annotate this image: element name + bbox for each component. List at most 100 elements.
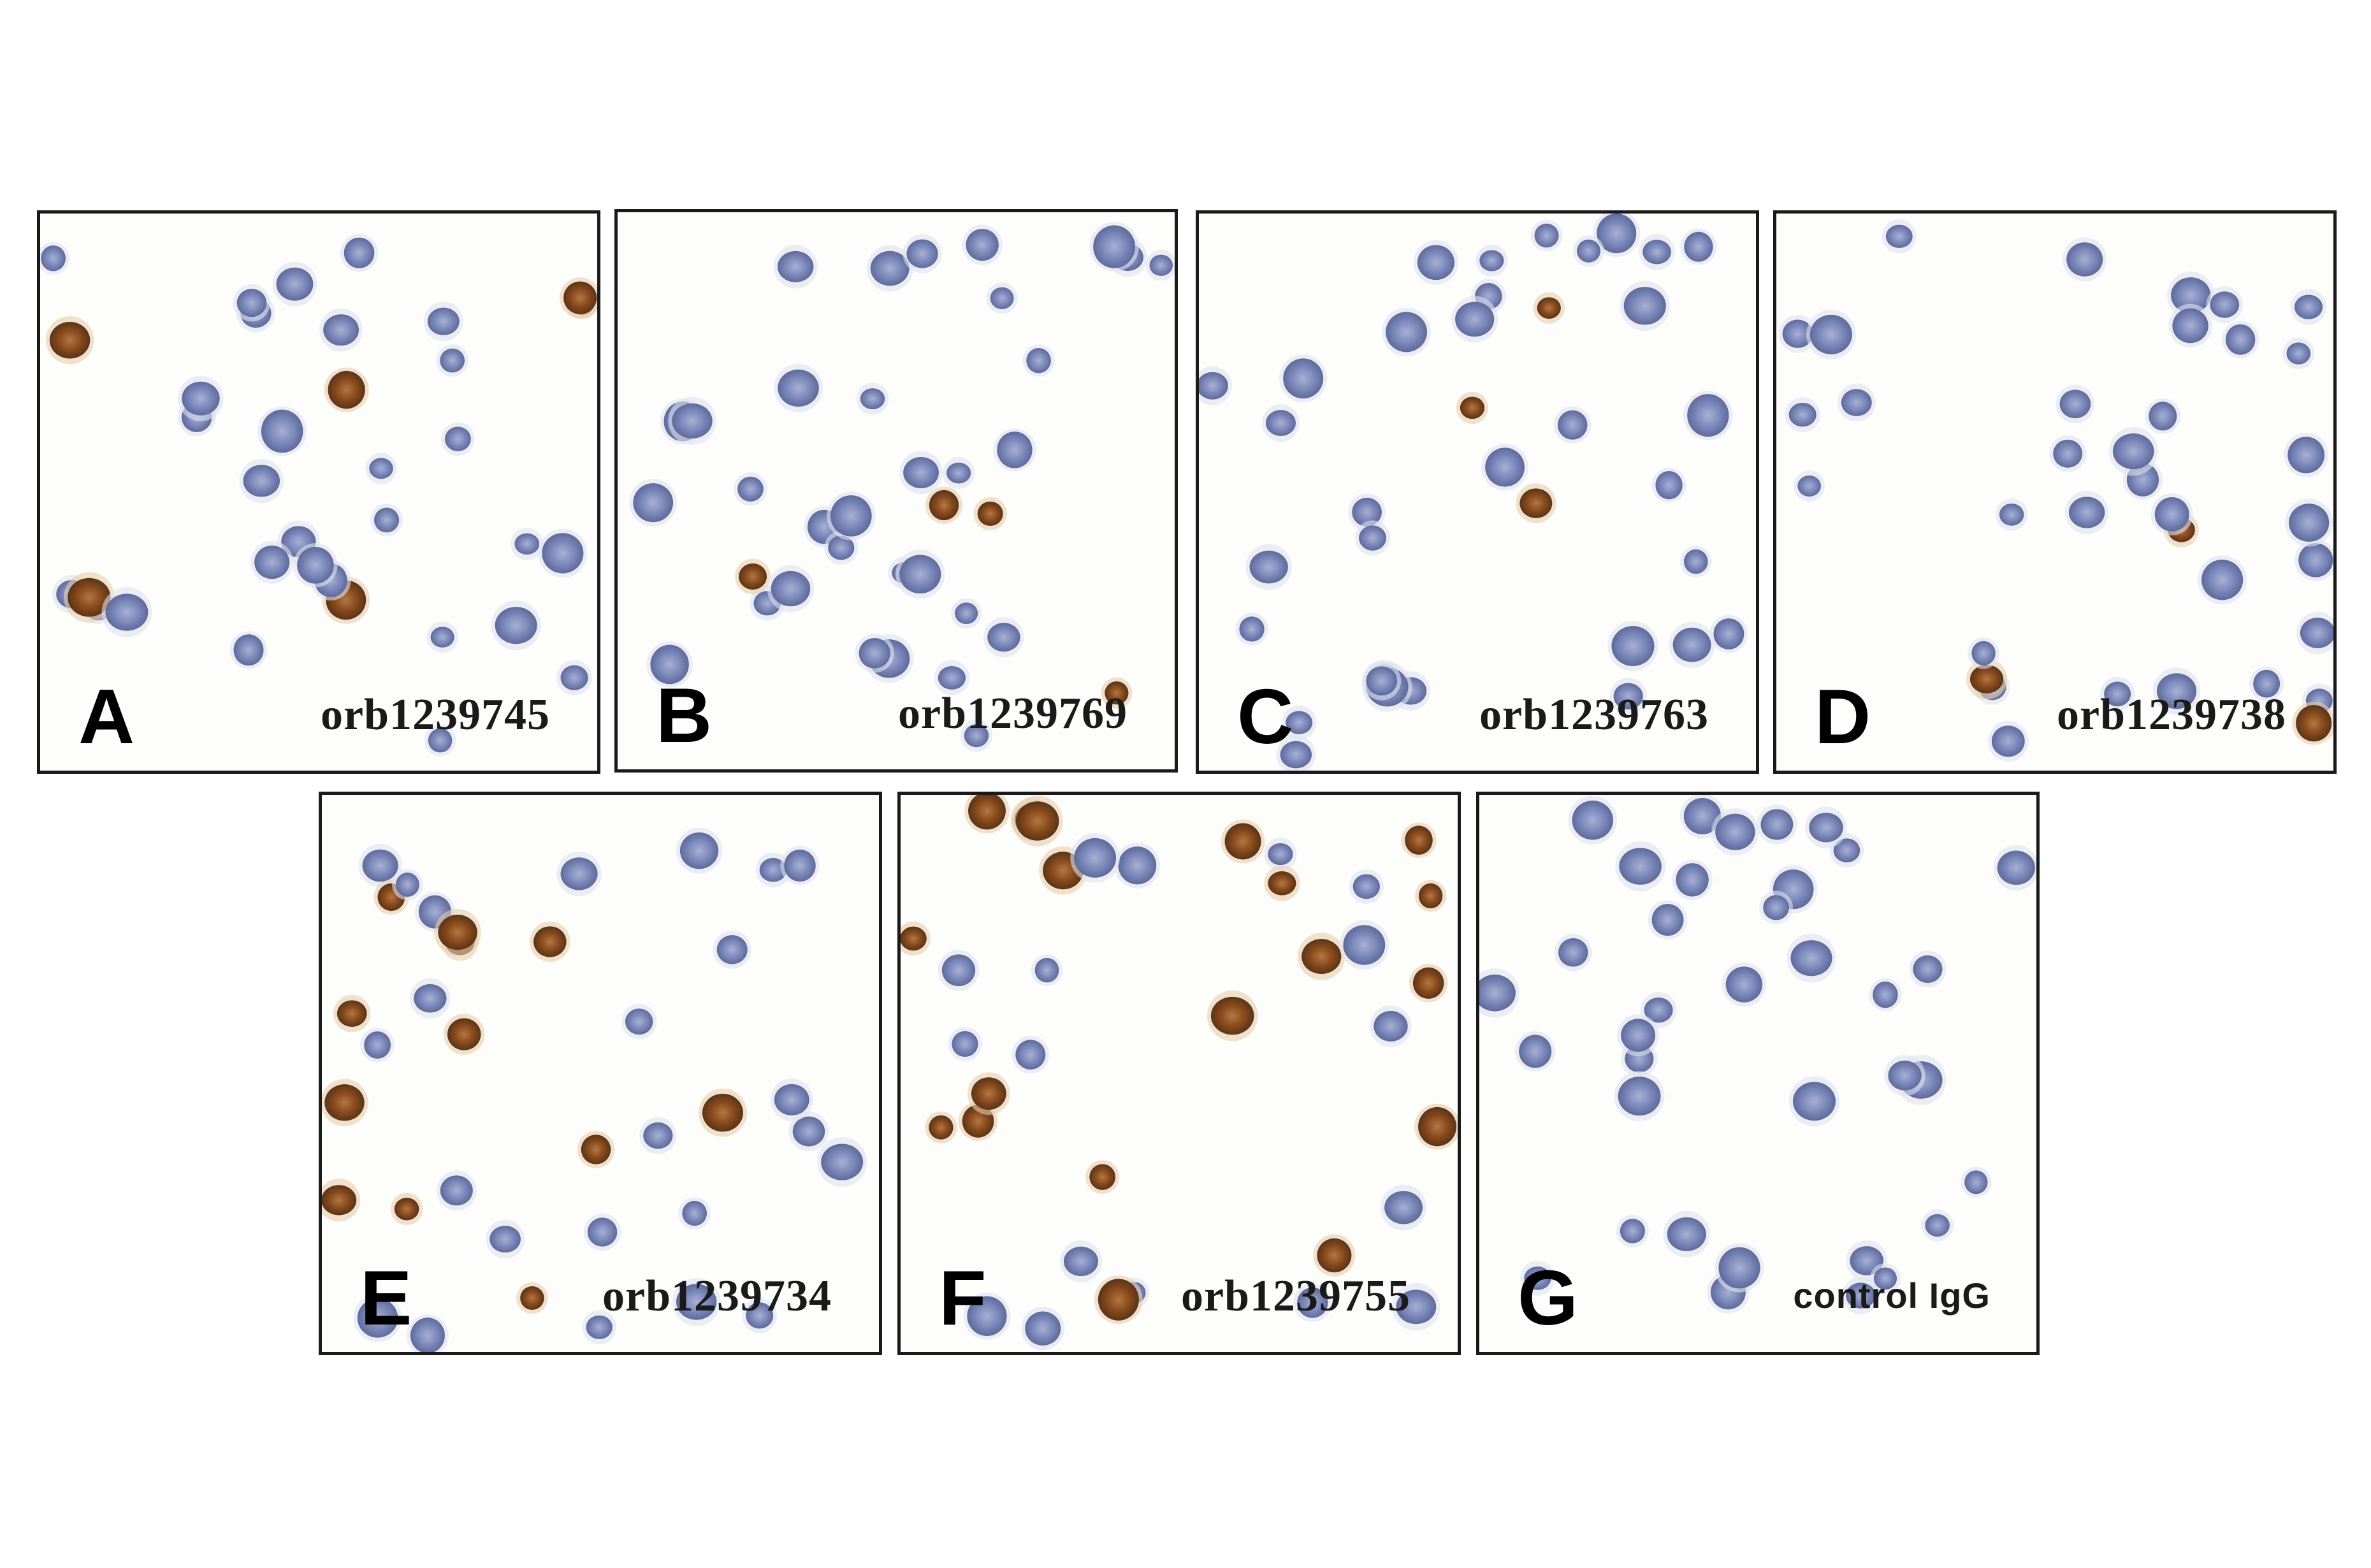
unstained-cell [1619, 848, 1662, 885]
unstained-cell [682, 1201, 707, 1226]
unstained-cell [1026, 347, 1051, 374]
unstained-cell [2300, 618, 2333, 648]
stained-cell [1098, 1279, 1139, 1321]
stained-cell [702, 1093, 743, 1132]
unstained-cell [1718, 1247, 1760, 1289]
unstained-cell [2286, 342, 2311, 365]
unstained-cell [1297, 1287, 1328, 1318]
unstained-cell [1455, 301, 1495, 337]
unstained-cell [1763, 895, 1789, 920]
unstained-cell [587, 1217, 618, 1247]
stained-cell [68, 577, 111, 617]
unstained-cell [1268, 843, 1293, 866]
unstained-cell [870, 250, 910, 286]
unstained-cell [1997, 850, 2035, 885]
unstained-cell [966, 229, 999, 261]
unstained-cell [1913, 955, 1943, 984]
unstained-cell [440, 1175, 473, 1206]
unstained-cell [746, 1302, 774, 1329]
unstained-cell [650, 644, 689, 685]
unstained-cell [1964, 1170, 1988, 1194]
unstained-cell [1015, 1040, 1046, 1070]
unstained-cell [792, 1116, 825, 1147]
unstained-cell [643, 1122, 673, 1149]
panel-letter: B [656, 672, 713, 759]
unstained-cell [2225, 324, 2256, 355]
stained-cell [1405, 825, 1433, 855]
unstained-cell [2154, 497, 2189, 532]
unstained-cell [1991, 725, 2025, 757]
stained-cell [394, 1198, 419, 1221]
unstained-cell [1479, 250, 1504, 272]
stained-cell [581, 1135, 611, 1165]
unstained-cell [946, 462, 971, 484]
unstained-cell [2059, 389, 2091, 419]
panel-letter: G [1518, 1254, 1578, 1341]
unstained-cell [1621, 1019, 1656, 1052]
unstained-cell [495, 607, 537, 644]
unstained-cell [828, 535, 855, 560]
unstained-cell [1064, 1246, 1098, 1277]
unstained-cell [1873, 981, 1898, 1008]
unstained-cell [1249, 550, 1288, 584]
stained-cell [971, 1077, 1006, 1110]
unstained-cell [1684, 231, 1713, 262]
unstained-cell [1971, 641, 1996, 665]
stained-cell [1418, 883, 1443, 909]
unstained-cell [774, 1084, 809, 1115]
unstained-cell [586, 1315, 613, 1339]
unstained-cell [2289, 504, 2330, 542]
unstained-cell [778, 369, 819, 407]
stained-cell [1210, 996, 1254, 1035]
unstained-cell [560, 857, 598, 890]
unstained-cell [2295, 294, 2323, 319]
unstained-cell [777, 250, 814, 282]
panel-b: B orb1239769 [614, 209, 1178, 773]
unstained-cell [2053, 439, 2083, 468]
unstained-cell [955, 602, 978, 625]
unstained-cell [1280, 741, 1312, 769]
unstained-cell [2288, 437, 2325, 474]
unstained-cell [1790, 940, 1832, 976]
unstained-cell [414, 984, 447, 1013]
unstained-cell [1359, 525, 1387, 551]
antibody-label: control IgG [1793, 1275, 1990, 1316]
unstained-cell [679, 832, 719, 869]
unstained-cell [1788, 402, 1816, 427]
unstained-cell [396, 872, 419, 897]
micrograph-e [322, 827, 867, 1352]
panel-letter: D [1815, 673, 1871, 760]
unstained-cell [2210, 291, 2240, 318]
unstained-cell [997, 432, 1033, 468]
unstained-cell [514, 533, 540, 555]
unstained-cell [1283, 358, 1324, 399]
unstained-cell [625, 1008, 653, 1035]
micrograph-c [1199, 214, 1748, 771]
unstained-cell [1620, 1219, 1645, 1244]
unstained-cell [860, 388, 885, 410]
unstained-cell [771, 570, 811, 607]
stained-cell [438, 915, 477, 950]
unstained-cell [1576, 239, 1600, 263]
unstained-cell [1792, 1082, 1836, 1121]
unstained-cell [1352, 497, 1382, 526]
unstained-cell [410, 1318, 445, 1352]
stained-cell [1537, 297, 1561, 319]
unstained-cell [1557, 410, 1588, 440]
stained-cell [1418, 1107, 1457, 1147]
unstained-cell [633, 483, 674, 523]
stained-cell [322, 1185, 357, 1216]
unstained-cell [737, 476, 764, 502]
stained-cell [1519, 488, 1553, 518]
stained-cell [447, 1018, 481, 1050]
unstained-cell [964, 724, 989, 748]
unstained-cell [1343, 925, 1386, 965]
panel-f: F orb1239755 [897, 792, 1461, 1355]
stained-cell [328, 370, 365, 409]
unstained-cell [1873, 1267, 1897, 1290]
unstained-cell [952, 1031, 978, 1057]
unstained-cell [1519, 1034, 1552, 1068]
unstained-cell [1672, 627, 1711, 662]
unstained-cell [542, 533, 584, 574]
unstained-cell [1265, 410, 1296, 437]
